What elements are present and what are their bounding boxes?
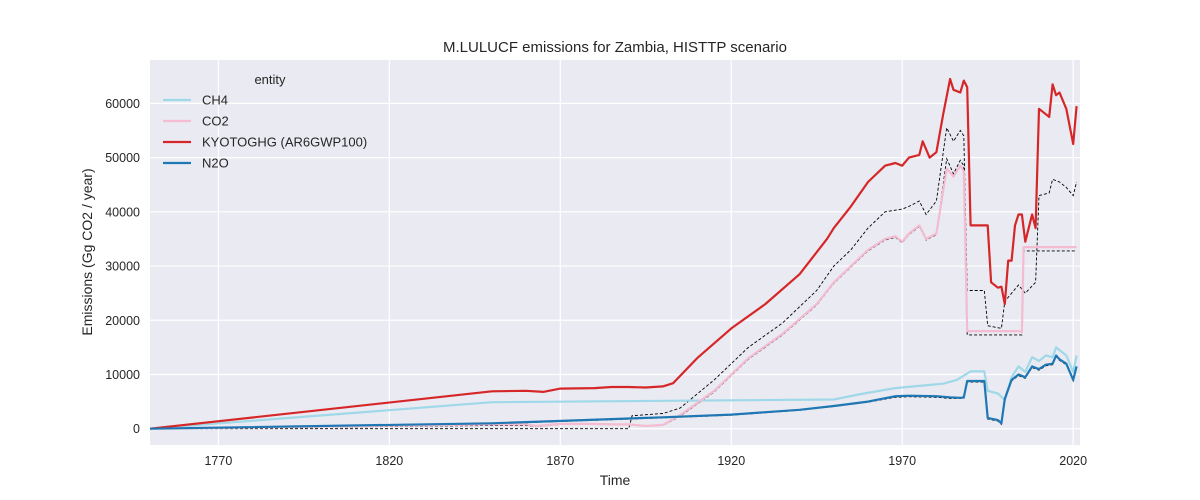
y-tick-label: 50000 [105, 151, 140, 165]
x-tick-label: 1770 [204, 454, 232, 468]
x-tick-label: 1970 [888, 454, 916, 468]
x-tick-label: 1870 [546, 454, 574, 468]
x-tick-label: 1820 [375, 454, 403, 468]
series-line-co2 [149, 164, 1077, 430]
legend-entry: CH4 [202, 93, 228, 108]
legend-title: entity [254, 72, 286, 87]
x-tick-label: 1920 [717, 454, 745, 468]
series-line-kyotoghg-ar6gwp100 [149, 77, 1078, 430]
y-tick-label: 60000 [105, 97, 140, 111]
reference-dashed-line [150, 126, 1078, 430]
legend-entry: N2O [202, 156, 229, 171]
series-line-n2o [149, 354, 1078, 430]
y-axis-label: Emissions (Gg CO2 / year) [79, 168, 95, 335]
legend-entry: KYOTOGHG (AR6GWP100) [202, 135, 367, 150]
y-tick-label: 30000 [105, 260, 140, 274]
x-tick-label: 2020 [1059, 454, 1087, 468]
y-tick-label: 40000 [105, 205, 140, 219]
series-lines [149, 77, 1078, 430]
y-ticks: 0 10000 20000 30000 40000 50000 60000 [105, 97, 140, 436]
x-ticks: 1770 1820 1870 1920 1970 2020 [204, 454, 1087, 468]
y-tick-label: 20000 [105, 314, 140, 328]
plot-area [150, 60, 1080, 445]
legend: entity CH4 CO2 KYOTOGHG (AR6GWP100) N2O [163, 72, 367, 171]
x-axis-label: Time [600, 472, 631, 488]
chart-title: M.LULUCF emissions for Zambia, HISTTP sc… [443, 39, 787, 56]
y-tick-label: 0 [133, 422, 140, 436]
grid [150, 60, 1080, 445]
y-tick-label: 10000 [105, 368, 140, 382]
legend-entry: CO2 [202, 114, 229, 129]
